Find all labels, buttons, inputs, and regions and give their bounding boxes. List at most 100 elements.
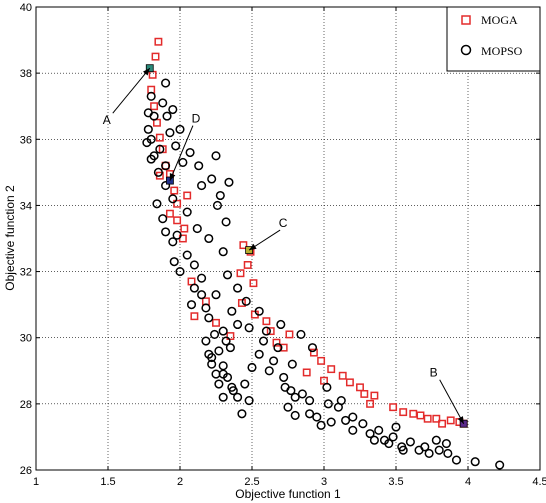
- mopso-point: [233, 392, 243, 402]
- x-tick-label: 1: [33, 476, 39, 488]
- mopso-point: [264, 366, 274, 376]
- moga-point: [190, 312, 199, 321]
- mopso-point: [211, 151, 221, 161]
- moga-point: [155, 133, 164, 142]
- mopso-point: [218, 326, 228, 336]
- mopso-point: [201, 336, 211, 346]
- mopso-point: [326, 417, 336, 427]
- mopso-point: [225, 343, 235, 353]
- moga-point: [239, 241, 248, 250]
- moga-point: [151, 52, 160, 61]
- mopso-point: [197, 273, 207, 283]
- annotation-arrowhead-b: [457, 416, 464, 424]
- mopso-point: [171, 141, 181, 151]
- x-tick-label: 2: [177, 476, 183, 488]
- moga-point: [317, 356, 326, 365]
- annotation-arrow-b: [439, 379, 465, 424]
- mopso-point: [391, 422, 401, 432]
- mopso-point: [221, 336, 231, 346]
- y-tick-label: 40: [20, 2, 32, 14]
- x-tick-label: 1.5: [100, 476, 115, 488]
- y-tick-label: 34: [20, 200, 32, 212]
- mopso-point: [431, 435, 441, 445]
- mopso-point: [218, 247, 228, 257]
- mopso-point: [374, 425, 384, 435]
- moga-point: [180, 224, 189, 233]
- mopso-point: [143, 124, 153, 134]
- moga-point: [173, 199, 182, 208]
- mopso-point: [212, 200, 222, 210]
- moga-point: [432, 414, 441, 423]
- mopso-point: [169, 257, 179, 267]
- mopso-point: [254, 349, 264, 359]
- mopso-point: [161, 161, 171, 171]
- mopso-point: [273, 343, 283, 353]
- mopso-point: [237, 409, 247, 419]
- mopso-point: [165, 128, 175, 138]
- mopso-point: [280, 382, 290, 392]
- mopso-point: [227, 306, 237, 316]
- mopso-point: [218, 392, 228, 402]
- moga-point: [266, 327, 275, 336]
- mopso-point: [470, 457, 480, 467]
- mopso-point: [269, 356, 279, 366]
- annotation-label-a: A: [103, 113, 111, 127]
- mopso-point: [322, 382, 332, 392]
- moga-point: [285, 330, 294, 339]
- annotation-label-d: D: [192, 112, 201, 126]
- annotation-arrow-d: [169, 125, 194, 181]
- moga-point: [272, 338, 281, 347]
- mopso-point: [420, 442, 430, 452]
- mopso-point: [168, 104, 178, 115]
- plot-frame: [35, 6, 541, 471]
- mopso-point: [149, 111, 159, 121]
- moga-point: [165, 209, 174, 218]
- moga-point: [345, 378, 354, 387]
- moga-point: [446, 416, 455, 425]
- mopso-point: [146, 134, 156, 144]
- legend-mopso-label: MOPSO: [481, 44, 523, 58]
- mopso-point: [434, 445, 444, 455]
- x-tick-label: 3.5: [388, 476, 403, 488]
- mopso-point: [405, 437, 415, 447]
- mopso-point: [348, 412, 358, 422]
- annotation-arrowhead-a: [142, 68, 150, 76]
- moga-point: [338, 371, 347, 380]
- annotations: A B C D: [103, 64, 468, 428]
- mopso-point: [312, 412, 322, 422]
- mopso-point: [182, 250, 192, 260]
- mopso-point: [441, 438, 451, 449]
- moga-point: [366, 399, 375, 408]
- moga-point: [212, 318, 220, 327]
- mopso-point: [192, 224, 202, 234]
- mopso-point: [149, 151, 159, 161]
- legend: MOGA MOPSO: [446, 6, 541, 72]
- moga-point: [409, 409, 418, 418]
- mopso-point: [153, 167, 163, 177]
- mopso-point: [365, 429, 375, 439]
- moga-point: [279, 343, 288, 352]
- data-marks: [142, 37, 505, 470]
- mopso-point: [443, 448, 453, 459]
- mopso-point: [161, 227, 171, 237]
- mopso-point: [233, 319, 243, 330]
- mopso-point: [182, 207, 192, 217]
- mopso-point: [369, 435, 379, 445]
- mopso-point: [158, 214, 168, 224]
- mopso-point: [146, 91, 156, 101]
- mopso-point: [297, 389, 307, 399]
- mopso-point: [290, 392, 300, 402]
- annotation-label-b: B: [430, 366, 438, 380]
- mopso-point: [233, 283, 243, 293]
- legend-moga-label: MOGA: [481, 13, 518, 27]
- mopso-point: [168, 194, 178, 204]
- moga-point: [226, 332, 235, 341]
- mopso-point: [305, 409, 315, 419]
- mopso-point: [323, 399, 333, 409]
- moga-point: [389, 403, 398, 412]
- plot-background: [36, 7, 540, 470]
- annotation-arrowhead-c: [249, 243, 257, 251]
- mopso-point: [178, 157, 188, 167]
- mopso-point: [175, 124, 185, 134]
